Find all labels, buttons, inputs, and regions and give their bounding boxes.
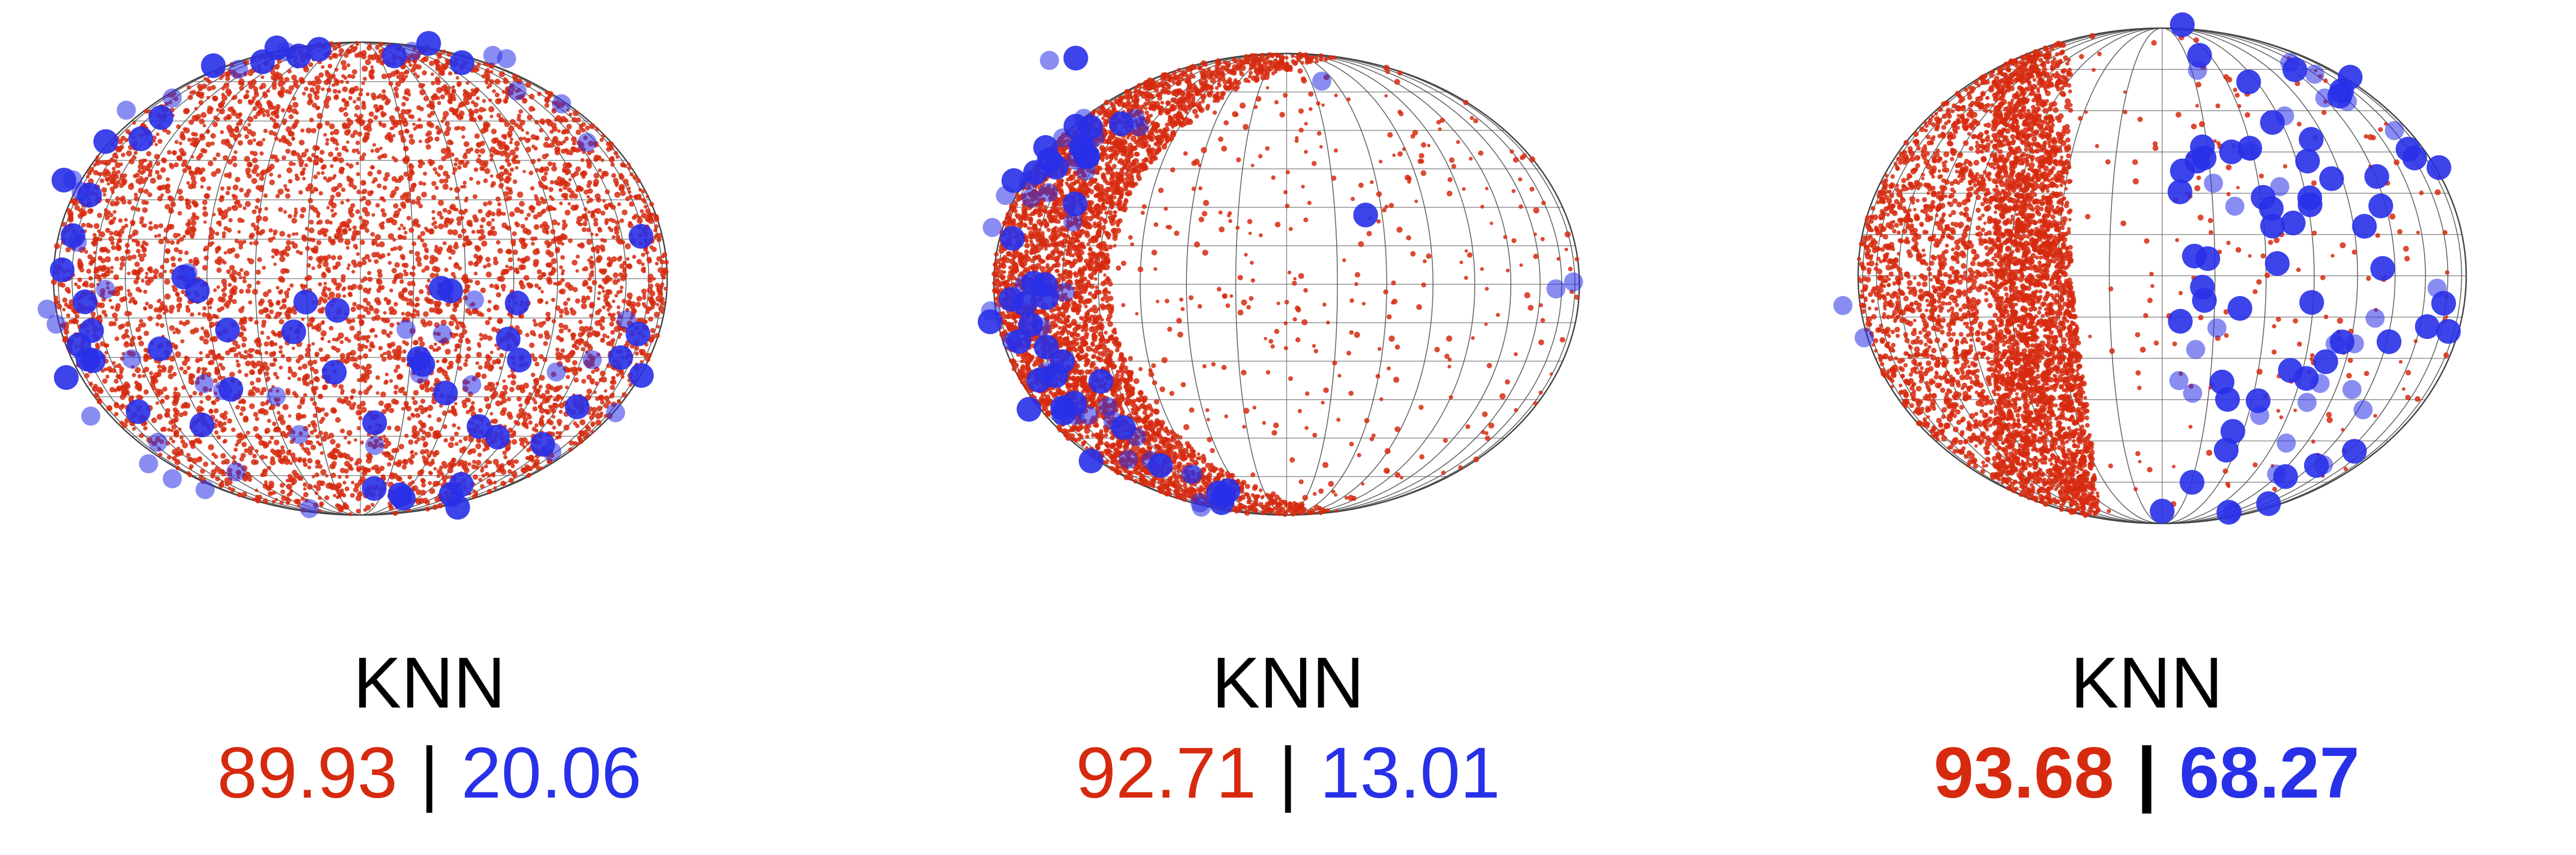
panel-2: KNN 92.71 | 13.01 <box>859 0 1717 855</box>
sphere-plot-3 <box>1717 0 2576 597</box>
score-line: 89.93 | 20.06 <box>0 737 859 809</box>
blue-score: 13.01 <box>1320 733 1500 813</box>
panel-3: KNN 93.68 | 68.27 <box>1717 0 2576 855</box>
panel-title: KNN <box>0 647 859 719</box>
sphere-plot-1 <box>0 0 859 597</box>
red-score: 89.93 <box>217 733 398 813</box>
red-score: 93.68 <box>1934 733 2114 813</box>
score-line: 92.71 | 13.01 <box>859 737 1717 809</box>
score-line: 93.68 | 68.27 <box>1717 737 2576 809</box>
score-separator: | <box>398 733 461 813</box>
sphere-plot-2 <box>859 0 1717 597</box>
panel-title: KNN <box>859 647 1717 719</box>
blue-score: 68.27 <box>2179 733 2359 813</box>
score-separator: | <box>2114 733 2180 813</box>
panel-1: KNN 89.93 | 20.06 <box>0 0 859 855</box>
panel-title: KNN <box>1717 647 2576 719</box>
blue-score: 20.06 <box>461 733 641 813</box>
score-separator: | <box>1256 733 1320 813</box>
red-score: 92.71 <box>1076 733 1256 813</box>
